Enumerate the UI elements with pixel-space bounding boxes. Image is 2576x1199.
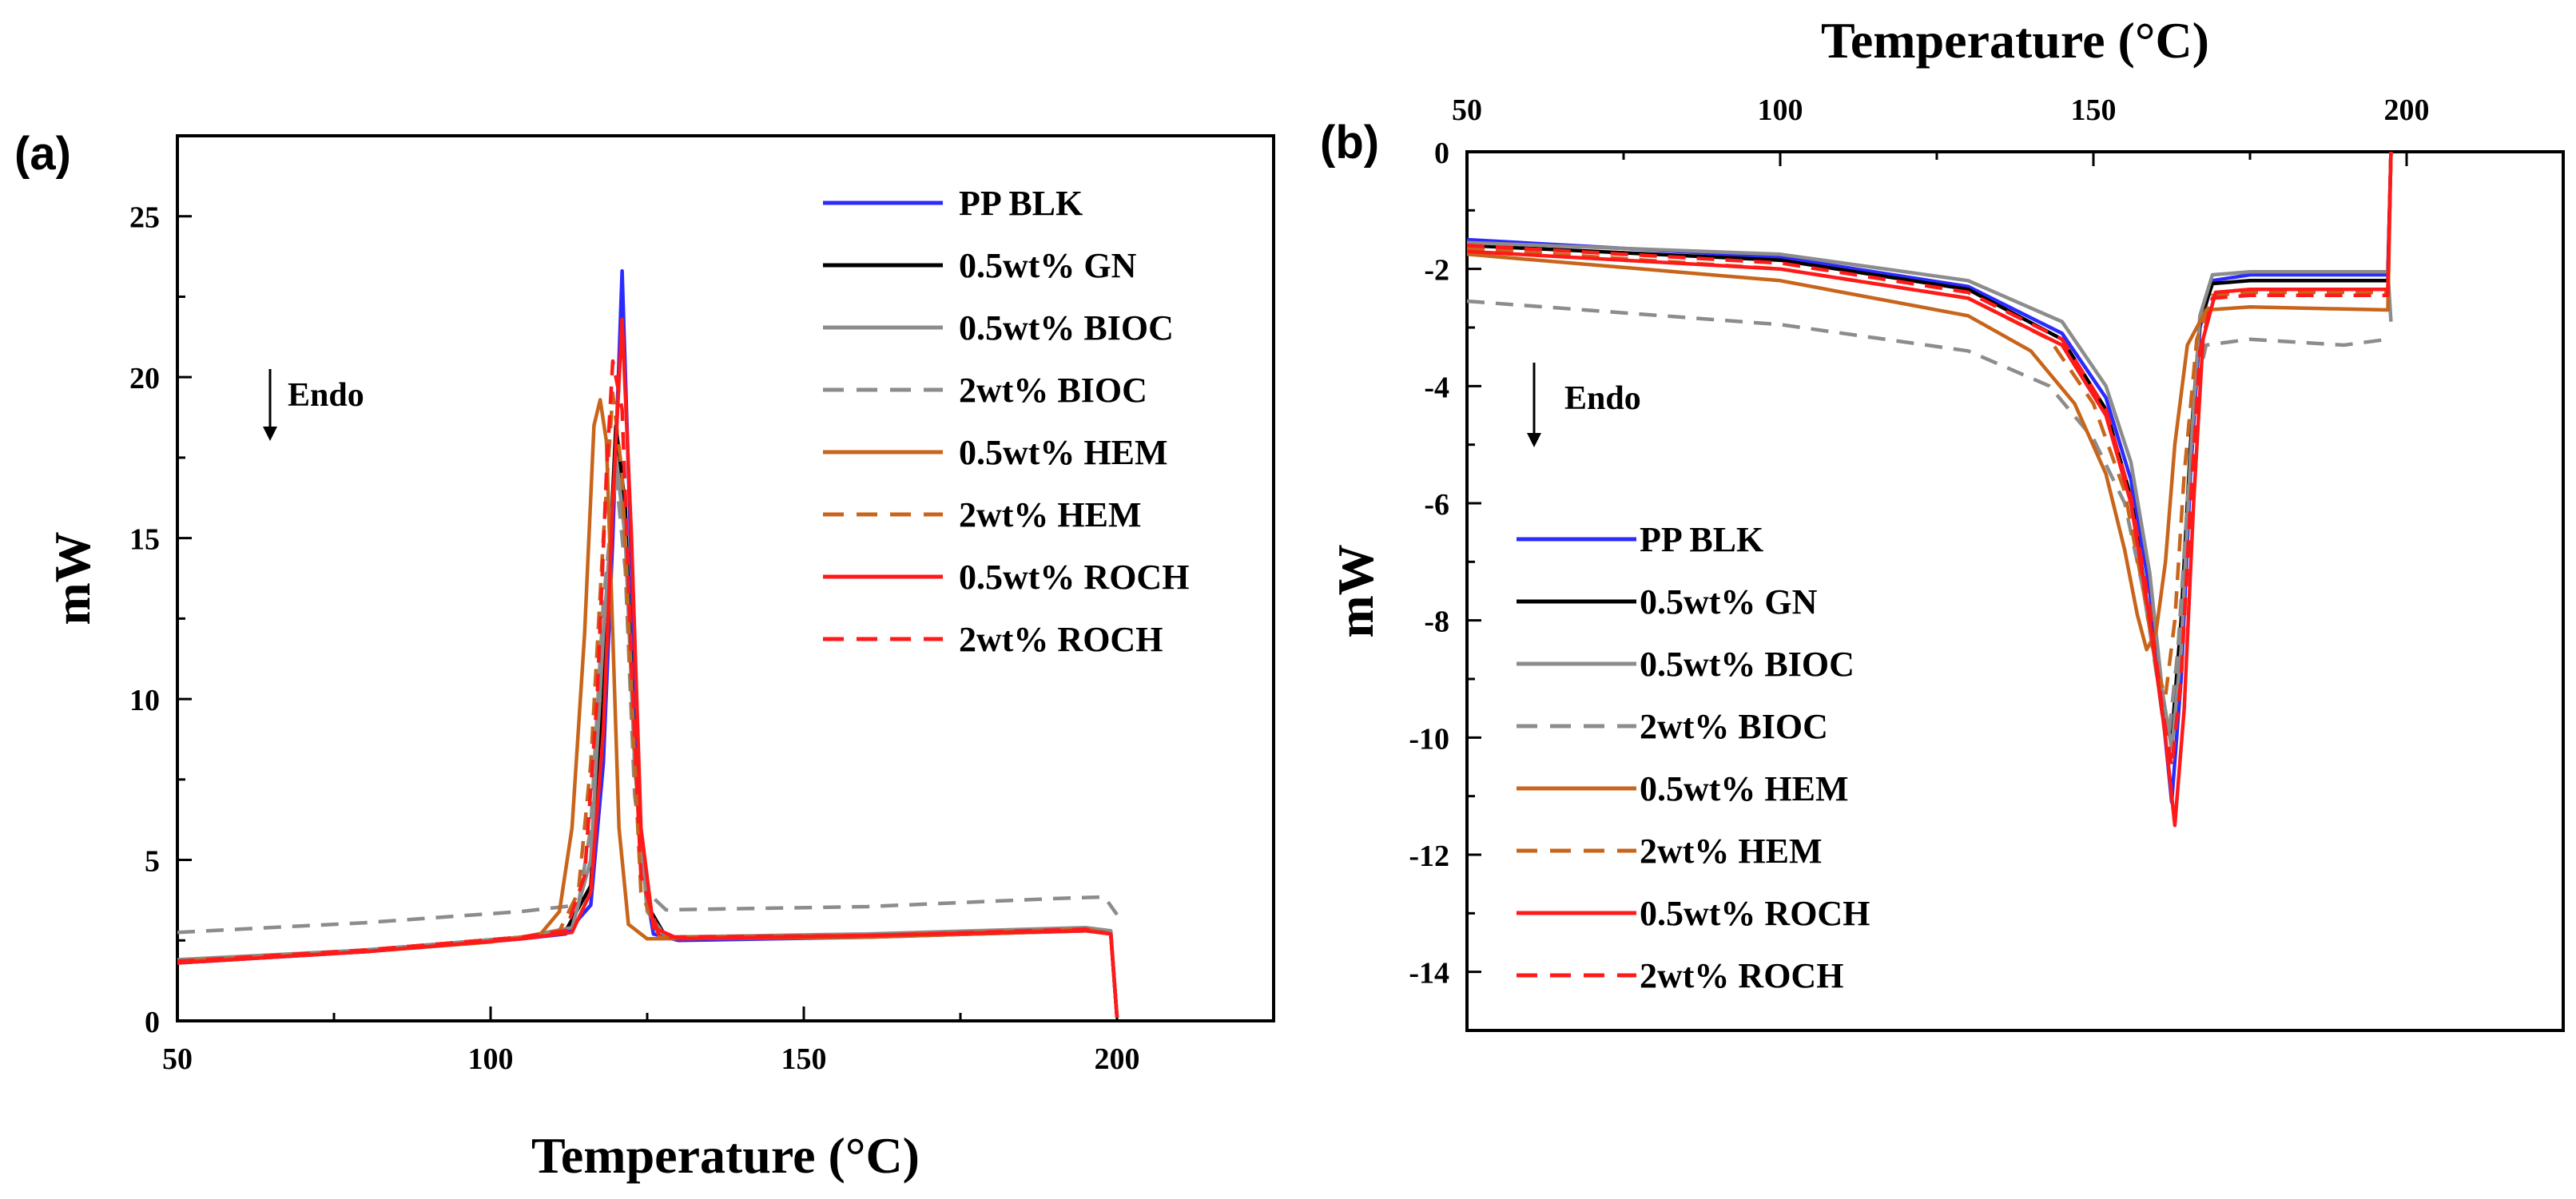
series-line-5 xyxy=(177,391,1119,1018)
series-line-1 xyxy=(1467,152,2393,740)
series-line-7 xyxy=(177,359,1119,1018)
endo-annotation: Endo xyxy=(1564,380,1641,417)
y-tick-label: 5 xyxy=(145,845,160,879)
y-tick-label: 25 xyxy=(129,201,160,235)
legend-label: 0.5wt% HEM xyxy=(959,433,1168,472)
y-tick-label: 20 xyxy=(129,362,160,395)
panel-a: (a) 50 100 150 200 0 5 10 15 20 25 Temperature (°C)… xyxy=(14,128,1275,1184)
plot-frame xyxy=(176,134,1275,1022)
y-tick-label: -8 xyxy=(1424,605,1449,639)
y-tick-label: -12 xyxy=(1409,840,1449,873)
endo-arrow-head xyxy=(1527,433,1541,447)
series-line-7 xyxy=(1467,152,2393,769)
y-tick-label: -4 xyxy=(1424,371,1449,404)
legend-label: 0.5wt% GN xyxy=(1640,582,1818,621)
legend-label: 0.5wt% ROCH xyxy=(1640,894,1870,933)
y-tick-label: -14 xyxy=(1409,957,1449,991)
legend-label: 2wt% BIOC xyxy=(1640,707,1828,746)
x-tick-label: 50 xyxy=(1452,93,1482,127)
endo-annotation: Endo xyxy=(288,377,364,414)
y-tick-label: 10 xyxy=(129,684,160,717)
series-line-6 xyxy=(177,317,1119,1018)
x-tick-label: 100 xyxy=(468,1042,514,1076)
y-tick-label: -2 xyxy=(1424,254,1449,288)
legend-label: 0.5wt% BIOC xyxy=(1640,645,1854,684)
y-axis-title: mW xyxy=(44,531,101,625)
legend-label: 2wt% ROCH xyxy=(959,620,1163,659)
x-tick-label: 200 xyxy=(1095,1042,1140,1076)
x-tick-label: 150 xyxy=(781,1042,827,1076)
panel-b: (b) 50 100 150 200 0 -2 -4 -6 -8 -10 -12 -14 Temperat… xyxy=(1320,12,2565,1032)
panel-label: (a) xyxy=(14,128,71,180)
legend-label: 2wt% HEM xyxy=(959,495,1142,534)
x-tick-label: 100 xyxy=(1758,93,1803,127)
endo-arrow-head xyxy=(263,427,277,441)
legend-label: 0.5wt% ROCH xyxy=(959,558,1189,597)
y-tick-label: -6 xyxy=(1424,488,1449,522)
x-axis-title: Temperature (°C) xyxy=(1821,12,2209,69)
panel-label: (b) xyxy=(1320,117,1379,169)
x-tick-label: 50 xyxy=(162,1042,193,1076)
series-line-4 xyxy=(1467,152,2393,652)
y-tick-label: 0 xyxy=(145,1006,160,1039)
x-tick-label: 200 xyxy=(2384,93,2430,127)
series-line-4 xyxy=(177,398,1119,1018)
legend-label: 0.5wt% BIOC xyxy=(959,308,1174,347)
series-line-3 xyxy=(1467,299,2388,740)
series-line-2 xyxy=(1467,240,2393,752)
x-tick-label: 150 xyxy=(2071,93,2117,127)
y-tick-label: 15 xyxy=(129,523,160,557)
legend-label: PP BLK xyxy=(1640,520,1763,559)
series-line-6 xyxy=(1467,152,2393,828)
y-axis-title: mW xyxy=(1327,544,1384,637)
y-tick-label: -10 xyxy=(1409,722,1449,756)
legend-label: PP BLK xyxy=(959,184,1083,223)
legend-label: 0.5wt% HEM xyxy=(1640,769,1849,808)
legend-label: 0.5wt% GN xyxy=(959,246,1137,285)
y-tick-label: 0 xyxy=(1434,137,1449,170)
legend-label: 2wt% HEM xyxy=(1640,832,1823,871)
plot-frame xyxy=(1465,150,2565,1032)
series-line-5 xyxy=(1467,152,2393,699)
legend-label: 2wt% ROCH xyxy=(1640,956,1843,995)
legend-label: 2wt% BIOC xyxy=(959,371,1147,410)
x-axis-title: Temperature (°C) xyxy=(531,1127,920,1184)
